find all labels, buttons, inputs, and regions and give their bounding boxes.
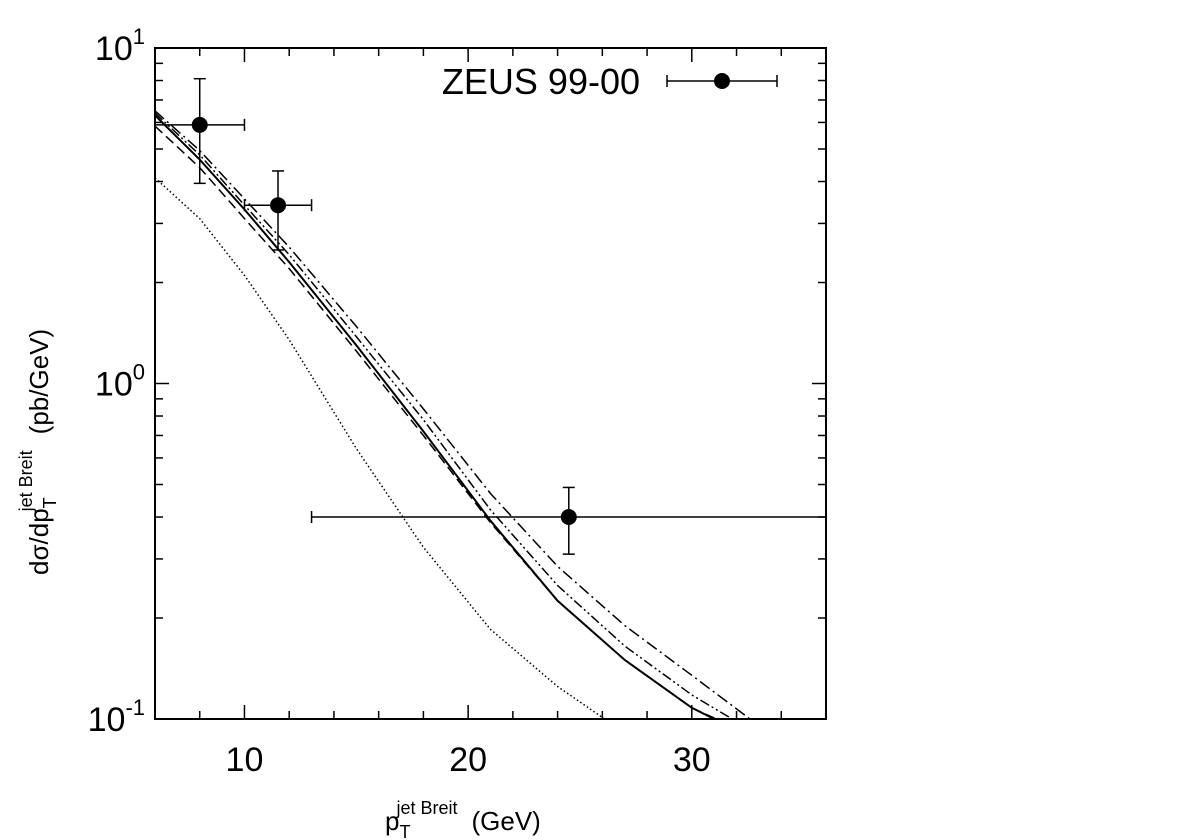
legend: ZEUS 99-00 xyxy=(442,61,778,102)
plot-frame xyxy=(154,47,827,720)
y-tick-label: 10-1 xyxy=(88,695,145,739)
y-axis-title: dσ/dpTjet Breit (pb/GeV) xyxy=(16,329,60,575)
y-axis-title-sup: jet Breit xyxy=(16,450,36,512)
x-axis-title: pTjet Breit (GeV) xyxy=(385,798,541,840)
x-axis-title-main: p xyxy=(385,806,399,836)
y-tick-exponent: -1 xyxy=(125,695,145,720)
curve-dash-dot xyxy=(154,110,751,720)
x-axis-title-sub: T xyxy=(399,822,410,840)
x-axis-unit: (GeV) xyxy=(472,806,541,836)
y-tick-base: 10 xyxy=(95,30,133,68)
legend-marker xyxy=(666,73,778,89)
theory-curves xyxy=(154,110,751,720)
data-marker xyxy=(191,116,208,133)
legend-dot xyxy=(714,73,730,89)
curve-dashed xyxy=(154,125,717,720)
data-marker xyxy=(270,197,287,214)
data-point-2 xyxy=(243,170,313,251)
y-tick-base: 10 xyxy=(88,701,126,739)
data-point-1 xyxy=(154,77,246,185)
x-tick-label: 20 xyxy=(449,741,487,779)
y-tick-exponent: 0 xyxy=(133,360,145,385)
y-tick-label: 100 xyxy=(95,360,145,404)
x-tick-label: 10 xyxy=(226,741,264,779)
y-tick-exponent: 1 xyxy=(133,24,145,49)
curve-dotted xyxy=(154,177,606,720)
y-axis-title-main: dσ/dp xyxy=(24,508,54,575)
curve-dash-dot-dot xyxy=(154,112,733,720)
data-marker xyxy=(560,509,577,526)
legend-label: ZEUS 99-00 xyxy=(442,61,640,102)
y-tick-label: 101 xyxy=(95,24,145,68)
data-point-3 xyxy=(310,486,827,555)
x-tick-labels: 10 20 30 xyxy=(226,741,711,779)
data-points xyxy=(154,77,827,555)
y-axis-title-sub: T xyxy=(40,497,60,508)
y-axis-label: dσ/dpTjet Breit (pb/GeV) xyxy=(16,329,60,575)
y-axis-unit: (pb/GeV) xyxy=(24,329,54,435)
axis-ticks xyxy=(155,47,826,720)
x-axis-title-sup: jet Breit xyxy=(395,798,457,818)
x-tick-label: 30 xyxy=(673,741,711,779)
curve-solid xyxy=(154,114,715,720)
x-axis-label: pTjet Breit (GeV) xyxy=(385,798,541,840)
y-tick-base: 10 xyxy=(95,366,133,404)
